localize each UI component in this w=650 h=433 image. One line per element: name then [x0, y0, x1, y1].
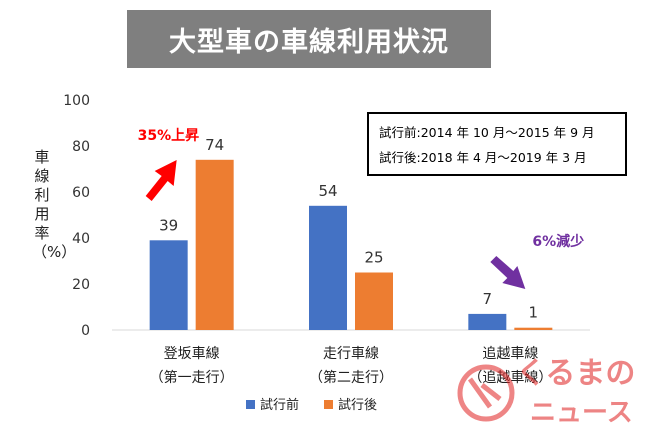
bar-before — [149, 240, 188, 330]
x-tick-label: （第二走行） — [309, 369, 393, 386]
x-tick-label: 走行車線 — [323, 345, 379, 362]
kuruma-news-watermark: くるまの ニュース — [457, 356, 635, 428]
period-before: 試行前:2014 年 10 月～2015 年 9 月 — [379, 125, 595, 140]
watermark-text-bottom: ニュース — [530, 398, 633, 428]
bar-after — [195, 159, 234, 330]
data-label: 1 — [529, 304, 539, 322]
y-tick-label: 40 — [72, 231, 90, 247]
period-info-box: 試行前:2014 年 10 月～2015 年 9 月 試行後:2018 年 4 … — [367, 112, 627, 176]
watermark-ring-icon — [457, 364, 515, 422]
x-tick-label: 登坂車線 — [164, 345, 220, 362]
bar-after — [355, 272, 393, 330]
x-tick-label: （第一走行） — [150, 369, 234, 386]
increase-annotation: 35%上昇 — [138, 128, 200, 144]
data-label: 39 — [159, 216, 178, 234]
legend-swatch — [246, 400, 255, 409]
x-tick-label: 追越車線 — [482, 345, 538, 362]
data-label: 74 — [205, 136, 224, 154]
watermark-text-top: くるまの — [516, 356, 635, 391]
period-after: 試行後:2018 年 4 月～2019 年 3 月 — [379, 150, 587, 165]
legend-swatch — [324, 400, 333, 409]
y-tick-label: 80 — [72, 139, 90, 155]
increase-arrow-icon — [145, 160, 177, 201]
decrease-arrow-icon — [490, 256, 526, 289]
watermark-slash-icon — [467, 377, 502, 409]
y-tick-label: 0 — [81, 323, 90, 339]
bar-after — [514, 327, 553, 330]
bar-before — [309, 205, 347, 330]
legend-label: 試行後 — [338, 397, 377, 413]
y-tick-label: 20 — [72, 277, 90, 293]
legend-label: 試行前 — [260, 397, 299, 413]
y-axis-label: 車線利用率（%） — [32, 148, 77, 261]
data-label: 25 — [364, 249, 383, 267]
decrease-annotation: 6%減少 — [532, 233, 584, 250]
y-tick-label: 60 — [72, 185, 90, 201]
data-label: 7 — [483, 290, 493, 308]
bar-before — [468, 313, 507, 330]
y-tick-label: 100 — [63, 93, 90, 109]
page-title: 大型車の車線利用状況 — [127, 10, 491, 68]
data-label: 54 — [318, 182, 337, 200]
x-tick-label: （追越車線） — [468, 369, 552, 386]
